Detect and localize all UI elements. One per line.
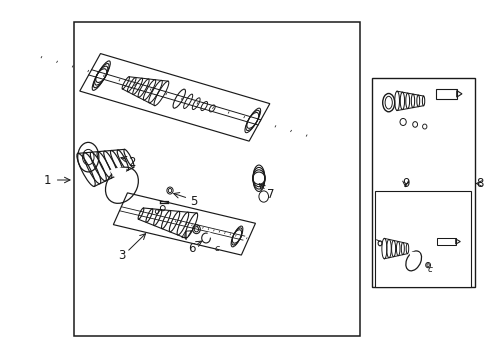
Text: 2: 2 xyxy=(127,156,135,169)
Bar xyxy=(374,190,470,287)
Text: 8: 8 xyxy=(475,177,483,190)
Text: c: c xyxy=(427,265,432,274)
Wedge shape xyxy=(206,233,213,237)
Text: 5: 5 xyxy=(190,195,197,208)
Wedge shape xyxy=(110,168,126,178)
Text: 9: 9 xyxy=(401,177,408,190)
Text: 1: 1 xyxy=(43,174,51,186)
Text: 6: 6 xyxy=(187,242,195,255)
Text: 3: 3 xyxy=(118,249,125,262)
Text: c: c xyxy=(214,244,219,253)
Wedge shape xyxy=(409,252,419,258)
Bar xyxy=(74,22,359,337)
Text: 7: 7 xyxy=(266,188,274,201)
Text: 4: 4 xyxy=(180,230,188,243)
Bar xyxy=(371,78,474,287)
